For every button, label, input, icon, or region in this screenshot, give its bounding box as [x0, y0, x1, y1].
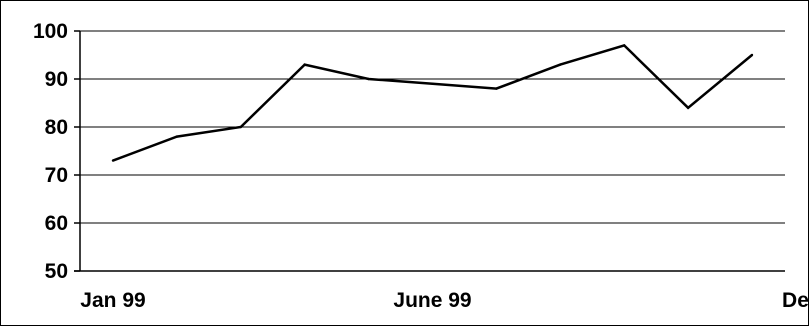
y-tick-label: 90 [45, 68, 68, 91]
data-point [750, 53, 754, 57]
data-point [495, 87, 498, 90]
y-axis-ticks: 50 60 70 80 90 100 [33, 20, 80, 283]
data-points [111, 44, 754, 162]
data-point [239, 125, 242, 129]
y-tick-label: 50 [45, 260, 68, 283]
data-point [111, 159, 115, 162]
data-point [367, 77, 370, 81]
data-point [559, 63, 562, 66]
y-tick-label: 100 [33, 20, 68, 43]
x-tick-label: Dec 99 [782, 289, 809, 312]
data-point [431, 82, 434, 86]
x-axis-ticks: Jan 99 June 99 Dec 99 [80, 289, 809, 312]
grid-lines [80, 30, 785, 224]
y-tick-label: 80 [45, 116, 68, 139]
x-tick-label: June 99 [393, 289, 471, 312]
data-point [175, 135, 179, 138]
y-tick-label: 60 [45, 212, 68, 235]
data-point [303, 63, 306, 66]
data-point [623, 44, 626, 47]
x-tick-label: Jan 99 [80, 289, 145, 312]
data-point [686, 106, 690, 110]
y-tick-label: 70 [45, 164, 68, 187]
